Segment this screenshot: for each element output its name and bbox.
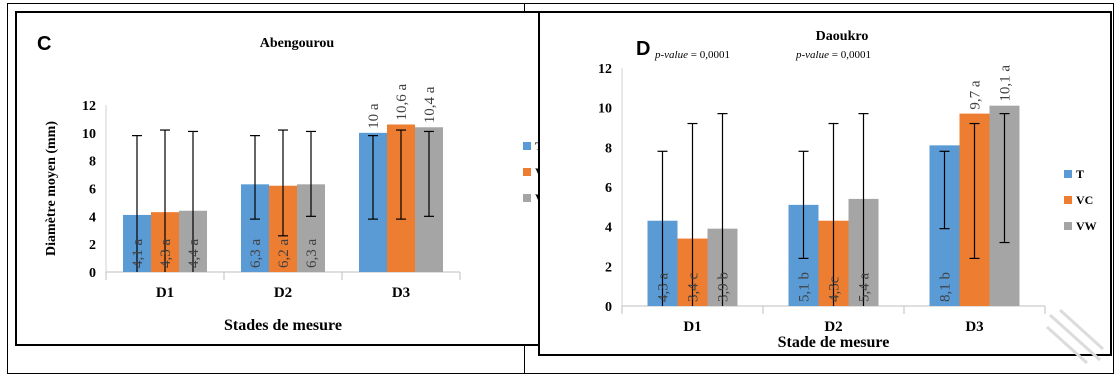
legend-swatch-vw <box>1064 222 1072 230</box>
chart-svg-abengourou: C Abengourou 0 2 4 6 8 10 12 Diamètre moyen (mm) D… <box>37 33 556 334</box>
y-axis-label: Diamètre moyen (mm) <box>44 121 59 256</box>
data-label: 6,3 a <box>248 239 264 269</box>
legend-swatch-vc <box>523 168 531 176</box>
x-tick-label: D2 <box>274 285 292 301</box>
legend-label-vw: VW <box>1076 219 1097 233</box>
data-label: 3,4 c <box>686 273 702 303</box>
data-label: 5,1 b <box>797 272 813 302</box>
data-label: 6,2 a <box>276 239 292 269</box>
chart-svg-daoukro: D Daoukro 0 2 4 6 8 10 12 D1 4,3 a 3,4 c 3,9 b D2 5,1 … <box>598 29 1097 351</box>
legend-label-t: T <box>1076 167 1084 181</box>
x-tick-label: D3 <box>392 285 410 301</box>
legend-swatch-t <box>523 142 531 150</box>
y-tick-label: 12 <box>598 62 612 77</box>
chart-panel-abengourou: C Abengourou 0 2 4 6 8 10 12 Diamètre moyen (mm) D… <box>15 11 585 346</box>
chart-title: Abengourou <box>260 36 335 51</box>
x-axis-label: Stade de mesure <box>778 334 890 351</box>
y-tick-label: 0 <box>605 300 612 315</box>
panel-letter: C <box>37 33 51 55</box>
y-tick-label: 6 <box>89 183 96 198</box>
data-label: 4,3 a <box>656 273 672 303</box>
data-label: 10,6 a <box>394 83 410 120</box>
data-label: 4,3c <box>827 276 843 302</box>
y-tick-label: 2 <box>89 238 96 253</box>
panel-letter: D <box>636 38 650 60</box>
data-label: 3,9 b <box>716 272 732 302</box>
p-value-annotation: p-value = 0,0001 <box>795 49 871 61</box>
legend-swatch-vw <box>523 194 531 202</box>
legend-label-vc: VC <box>1076 193 1093 207</box>
y-tick-label: 10 <box>82 127 96 142</box>
data-label: 4,1 a <box>130 239 146 269</box>
data-label: 10,1 a <box>998 65 1014 102</box>
y-tick-label: 12 <box>82 99 96 114</box>
data-label: 4,4 a <box>186 239 202 269</box>
data-label: 10 a <box>366 103 382 129</box>
legend-swatch-vc <box>1064 196 1072 204</box>
y-tick-label: 10 <box>598 102 612 117</box>
y-tick-label: 8 <box>89 155 96 170</box>
x-axis-label: Stades de mesure <box>224 317 342 334</box>
data-label: 5,4 a <box>857 273 873 303</box>
chart-panel-daoukro: D Daoukro 0 2 4 6 8 10 12 D1 4,3 a 3,4 c 3,9 b D2 5,1 … <box>538 11 1112 356</box>
watermark-icon <box>1045 308 1105 365</box>
x-tick-label: D3 <box>965 319 983 335</box>
x-tick-label: D2 <box>824 319 842 335</box>
figure-frame-right <box>523 3 1114 374</box>
y-tick-label: 2 <box>605 260 612 275</box>
y-tick-label: 4 <box>605 221 612 236</box>
y-tick-label: 4 <box>89 210 96 225</box>
x-tick-label: D1 <box>156 285 174 301</box>
x-tick-label: D1 <box>683 319 701 335</box>
y-tick-label: 0 <box>89 266 96 281</box>
data-label: 4,3 a <box>158 239 174 269</box>
legend-swatch-t <box>1064 170 1072 178</box>
data-label: 8,1 b <box>938 272 954 302</box>
data-label: 9,7 a <box>968 80 984 110</box>
chart-title: Daoukro <box>816 29 869 44</box>
p-value-annotation: p-value = 0,0001 <box>654 49 730 61</box>
y-tick-label: 6 <box>605 181 612 196</box>
y-tick-label: 8 <box>605 141 612 156</box>
data-label: 6,3 a <box>304 239 320 269</box>
data-label: 10,4 a <box>422 86 438 123</box>
